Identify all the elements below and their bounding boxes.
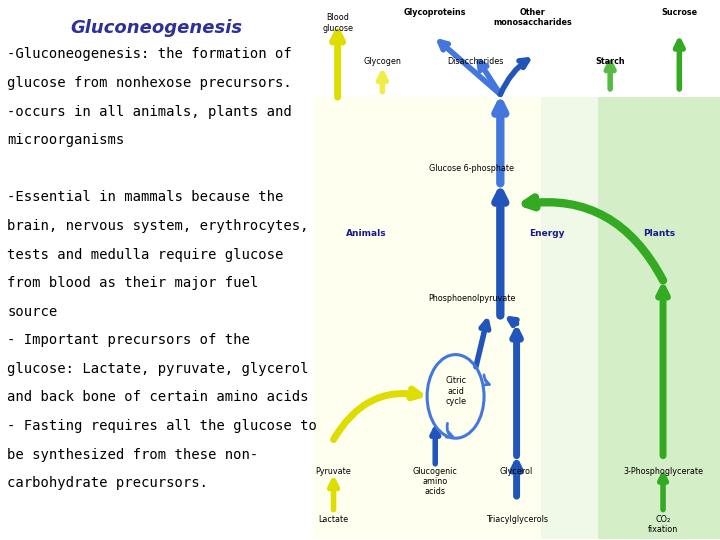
Text: Glycerol: Glycerol: [500, 467, 534, 476]
Text: -Gluconeogenesis: the formation of: -Gluconeogenesis: the formation of: [7, 48, 292, 62]
Text: source: source: [7, 305, 58, 319]
FancyArrowPatch shape: [333, 32, 343, 97]
Text: Triacylglycerols: Triacylglycerols: [485, 515, 548, 524]
FancyArrowPatch shape: [513, 332, 521, 456]
FancyArrowPatch shape: [476, 321, 489, 367]
Text: - Important precursors of the: - Important precursors of the: [7, 333, 250, 347]
Text: Energy: Energy: [528, 229, 564, 238]
Text: Lactate: Lactate: [318, 515, 348, 524]
Text: Sucrose: Sucrose: [661, 8, 698, 17]
Text: Animals: Animals: [346, 229, 387, 238]
FancyArrowPatch shape: [660, 475, 667, 510]
Text: be synthesized from these non-: be synthesized from these non-: [7, 448, 258, 462]
FancyArrowPatch shape: [675, 41, 683, 89]
Text: microorganisms: microorganisms: [7, 133, 125, 147]
Text: Glucose 6-phosphate: Glucose 6-phosphate: [429, 165, 514, 173]
Text: from blood as their major fuel: from blood as their major fuel: [7, 276, 258, 290]
Text: tests and medulla require glucose: tests and medulla require glucose: [7, 247, 284, 261]
Text: glucose from nonhexose precursors.: glucose from nonhexose precursors.: [7, 76, 292, 90]
Text: -Essential in mammals because the: -Essential in mammals because the: [7, 191, 284, 204]
FancyArrowPatch shape: [659, 288, 667, 456]
FancyArrowPatch shape: [495, 104, 505, 184]
FancyArrowPatch shape: [330, 481, 338, 510]
FancyArrowPatch shape: [500, 60, 528, 94]
Text: Blood
glucose: Blood glucose: [322, 14, 353, 33]
Text: glucose: Lactate, pyruvate, glycerol: glucose: Lactate, pyruvate, glycerol: [7, 362, 309, 376]
FancyArrowPatch shape: [432, 430, 438, 464]
Text: - Fasting requires all the glucose to: - Fasting requires all the glucose to: [7, 419, 317, 433]
FancyArrowPatch shape: [446, 423, 453, 437]
Bar: [313, 97, 541, 539]
FancyArrowPatch shape: [513, 463, 521, 496]
Text: Disaccharides: Disaccharides: [448, 57, 504, 66]
Text: Glycogen: Glycogen: [364, 57, 401, 66]
FancyArrowPatch shape: [440, 42, 500, 94]
Bar: [313, 0, 720, 97]
Text: Phosphoenolpyruvate: Phosphoenolpyruvate: [428, 294, 516, 303]
Text: Plants: Plants: [643, 229, 675, 238]
FancyArrowPatch shape: [526, 198, 663, 280]
Text: 3-Phosphoglycerate: 3-Phosphoglycerate: [623, 467, 703, 476]
FancyArrowPatch shape: [606, 63, 614, 89]
Bar: [598, 97, 720, 539]
Text: Gluconeogenesis: Gluconeogenesis: [71, 19, 243, 37]
Text: brain, nervous system, erythrocytes,: brain, nervous system, erythrocytes,: [7, 219, 309, 233]
Text: and back bone of certain amino acids: and back bone of certain amino acids: [7, 390, 309, 404]
Text: Pyruvate: Pyruvate: [315, 467, 351, 476]
FancyArrowPatch shape: [495, 193, 505, 315]
FancyArrowPatch shape: [483, 375, 490, 385]
FancyArrowPatch shape: [510, 319, 517, 326]
Text: carbohydrate precursors.: carbohydrate precursors.: [7, 476, 208, 490]
Text: Glycoproteins: Glycoproteins: [404, 8, 467, 17]
Text: CO₂
fixation: CO₂ fixation: [648, 515, 678, 535]
Text: Glucogenic
amino
acids: Glucogenic amino acids: [413, 467, 458, 496]
Text: Citric
acid
cycle: Citric acid cycle: [445, 376, 466, 406]
Text: Starch: Starch: [595, 57, 625, 66]
Text: -occurs in all animals, plants and: -occurs in all animals, plants and: [7, 105, 292, 119]
FancyArrowPatch shape: [333, 389, 420, 440]
FancyArrowPatch shape: [480, 62, 500, 94]
Bar: [541, 97, 598, 539]
FancyArrowPatch shape: [379, 73, 386, 92]
Text: Other
monosaccharides: Other monosaccharides: [493, 8, 572, 28]
